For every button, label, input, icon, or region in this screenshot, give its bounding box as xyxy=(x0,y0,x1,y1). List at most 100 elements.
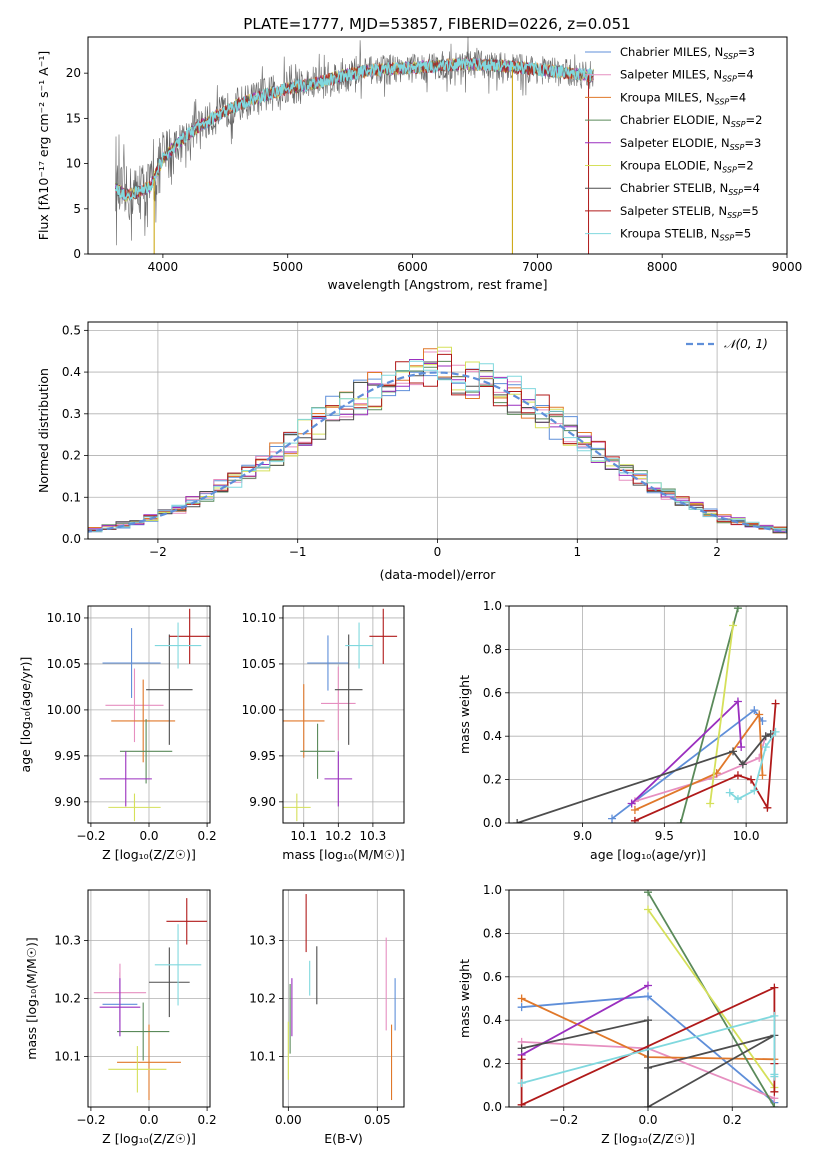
weight_vs_age-marker-salpeter_elodie xyxy=(733,697,742,706)
age_vs_Z-xtick-label: 0.2 xyxy=(198,829,217,843)
spectrum-ytick-label: 10 xyxy=(66,157,81,171)
legend-sub: SSP xyxy=(727,211,742,220)
weight_vs_age-xtick-label: 9.5 xyxy=(655,829,674,843)
legend-suffix: =5 xyxy=(742,204,759,218)
residuals-xlabel: (data-model)/error xyxy=(380,567,497,582)
spectrum-xtick-label: 9000 xyxy=(772,260,803,274)
residuals-xtick-label: 0 xyxy=(434,545,442,559)
legend-sub: SSP xyxy=(731,120,746,129)
spectrum-legend-entry: Kroupa STELIB, NSSP=5 xyxy=(620,227,751,243)
spectrum-ytick-label: 20 xyxy=(66,66,81,80)
mass_vs_Z-xtick-label: −0.2 xyxy=(76,1113,105,1127)
weight_vs_Z-marker-kroupa_miles xyxy=(517,994,526,1003)
legend-label: Salpeter MILES, N xyxy=(620,68,722,82)
weight_vs_Z-marker-chabrier_miles xyxy=(644,992,652,1001)
spectrum-frame xyxy=(87,36,788,255)
spectrum-data-line xyxy=(115,37,594,246)
legend-suffix: =4 xyxy=(729,90,746,104)
age_vs_mass-ytick-label: 10.05 xyxy=(242,657,276,671)
weight_vs_Z-ytick-label: 0.6 xyxy=(483,970,502,984)
age_vs_mass-xtick-label: 10.3 xyxy=(360,829,387,843)
spectrum-plot-area xyxy=(114,37,594,254)
weight_vs_Z-ytick-label: 1.0 xyxy=(483,883,502,897)
age_vs_Z-plot-area xyxy=(99,608,210,822)
legend-sub: SSP xyxy=(722,166,737,175)
weight_vs_age-marker-kroupa_miles xyxy=(630,805,639,814)
weight_vs_age-marker-kroupa_stelib xyxy=(771,727,780,736)
spectrum-legend-entry: Salpeter MILES, NSSP=4 xyxy=(620,68,754,84)
age_vs_Z-ytick-label: 10.05 xyxy=(47,657,81,671)
age_vs_mass-xtick-label: 10.2 xyxy=(325,829,352,843)
weight_vs_age-ytick-label: 0.2 xyxy=(483,773,502,787)
mass_vs_ebv-xtick-label: 0.05 xyxy=(364,1113,391,1127)
weight_vs_age-marker-kroupa_stelib xyxy=(761,743,770,752)
age_vs_Z-xtick-label: −0.2 xyxy=(76,829,105,843)
age_vs_mass-xtick-label: 10.1 xyxy=(290,829,317,843)
mass_vs_ebv-ytick-label: 10.2 xyxy=(249,992,276,1006)
weight_vs_age-series-kroupa_miles xyxy=(634,711,764,811)
weight_vs_Z-marker-salpeter_stelib xyxy=(517,1100,526,1107)
weight_vs_age-marker-kroupa_elodie xyxy=(729,621,738,630)
weight_vs_age-frame xyxy=(508,605,788,824)
weight_vs_age-ylabel: mass weight xyxy=(457,675,472,754)
weight_vs_age-marker-salpeter_elodie xyxy=(627,799,636,808)
weight_vs_Z-marker-kroupa_stelib xyxy=(770,1070,779,1079)
spectrum-legend-entry: Chabrier MILES, NSSP=3 xyxy=(620,45,755,61)
weight_vs_age-plot-area xyxy=(513,606,780,823)
spectrum-xtick-label: 8000 xyxy=(647,260,678,274)
residuals-normal-curve xyxy=(88,371,787,533)
residuals-legend-label: 𝒩(0, 1) xyxy=(724,337,768,351)
age_vs_Z-ytick-label: 9.95 xyxy=(54,749,81,763)
residuals-panel: −2 −1 0 1 2 0.0 0.1 0.2 0.3 0.4 0.5 (data-model)/er… xyxy=(36,321,788,582)
mass_vs_Z-ytick-label: 10.1 xyxy=(54,1050,81,1064)
weight_vs_age-marker-chabrier_miles xyxy=(608,814,617,823)
spectrum-ylabel: Flux [fλ10⁻¹⁷ erg cm⁻² s⁻¹ A⁻¹] xyxy=(36,51,51,240)
weight_vs_Z-marker-salpeter_elodie xyxy=(644,981,652,990)
weight_vs_Z-marker-chabrier_elodie xyxy=(644,890,652,897)
spectrum-ytick-label: 5 xyxy=(73,202,81,216)
legend-suffix: =3 xyxy=(738,45,755,59)
age_vs_mass-panel: 10.1 10.2 10.3 9.90 9.95 10.00 10.05 10.10 mass … xyxy=(242,605,405,862)
figure-title: PLATE=1777, MJD=53857, FIBERID=0226, z=0… xyxy=(243,15,630,33)
weight_vs_Z-xtick-label: 0.2 xyxy=(723,1113,742,1127)
spectrum-xtick-label: 4000 xyxy=(148,260,179,274)
age_vs_Z-ytick-label: 10.10 xyxy=(47,611,81,625)
legend-suffix: =4 xyxy=(737,68,754,82)
age_vs_Z-xlabel: Z [log₁₀(Z/Z☉)] xyxy=(102,847,196,862)
legend-label: Kroupa STELIB, N xyxy=(620,227,720,241)
weight_vs_age-panel: 9.0 9.5 10.0 0.0 0.2 0.4 0.6 0.8 1.0 age [log₁₀(a… xyxy=(457,599,788,862)
legend-suffix: =5 xyxy=(734,227,751,241)
mass_vs_ebv-xtick-label: 0.00 xyxy=(275,1113,302,1127)
weight_vs_Z-marker-salpeter_stelib xyxy=(770,1087,779,1096)
mass_vs_ebv-ytick-label: 10.3 xyxy=(249,933,276,947)
weight_vs_age-marker-kroupa_miles xyxy=(755,710,764,719)
weight_vs_Z-ytick-label: 0.0 xyxy=(483,1100,502,1114)
residuals-hist-kroupa_stelib xyxy=(88,360,787,533)
weight_vs_age-ytick-label: 0.4 xyxy=(483,729,502,743)
residuals-xtick-label: −2 xyxy=(149,545,167,559)
age_vs_mass-ytick-label: 10.00 xyxy=(242,703,276,717)
legend-suffix: =4 xyxy=(743,181,760,195)
weight_vs_Z-ylabel: mass weight xyxy=(457,959,472,1038)
weight_vs_age-marker-salpeter_stelib xyxy=(733,771,742,780)
mass_vs_Z-ytick-label: 10.2 xyxy=(54,992,81,1006)
weight_vs_Z-marker-chabrier_elodie xyxy=(770,1103,779,1107)
mass_vs_ebv-plot-area xyxy=(287,894,396,1101)
mass_vs_Z-xlabel: Z [log₁₀(Z/Z☉)] xyxy=(102,1131,196,1146)
legend-label: Chabrier ELODIE, N xyxy=(620,113,731,127)
mass_vs_Z-panel: −0.2 0.0 0.2 10.1 10.2 10.3 Z [log₁₀(Z/Z☉)] mas… xyxy=(24,889,217,1146)
residuals-ylabel: Normed distribution xyxy=(36,368,51,493)
spectrum-model-kroupa_stelib xyxy=(114,57,594,202)
weight_vs_age-marker-chabrier_stelib xyxy=(738,760,747,769)
weight_vs_age-ytick-label: 0.6 xyxy=(483,686,502,700)
residuals-ytick-label: 0.4 xyxy=(62,365,81,379)
weight_vs_Z-marker-kroupa_stelib xyxy=(770,1011,779,1020)
weight_vs_age-series-salpeter_elodie xyxy=(630,699,743,805)
spectrum-xtick-label: 6000 xyxy=(397,260,428,274)
weight_vs_age-ytick-label: 0.0 xyxy=(483,816,502,830)
spectrum-legend-entry: Chabrier ELODIE, NSSP=2 xyxy=(620,113,762,129)
weight_vs_age-marker-chabrier_stelib xyxy=(761,732,770,741)
spectrum-panel: 4000 5000 6000 7000 8000 9000 0 5 10 15 20 waveleng… xyxy=(36,36,803,292)
weight_vs_age-marker-salpeter_stelib xyxy=(747,775,756,784)
weight_vs_Z-ytick-label: 0.4 xyxy=(483,1013,502,1027)
